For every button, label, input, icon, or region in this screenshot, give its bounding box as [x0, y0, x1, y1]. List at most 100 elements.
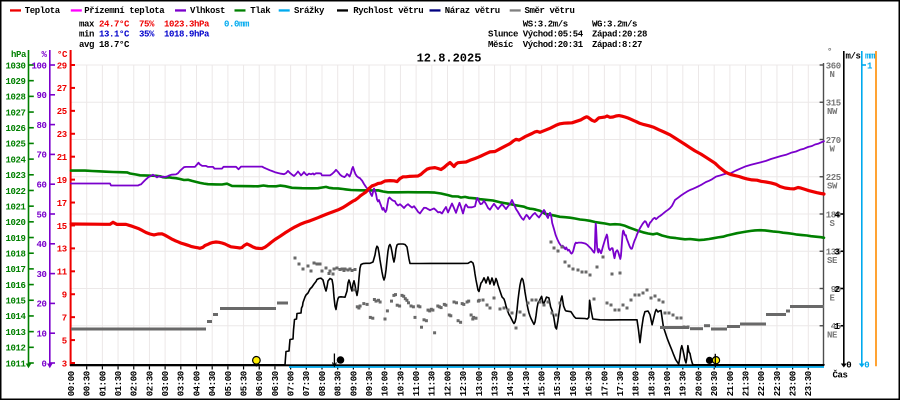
svg-text:60: 60 [36, 181, 46, 191]
svg-text:Východ:05:54: Východ:05:54 [523, 30, 584, 40]
svg-text:01:30: 01:30 [114, 371, 124, 396]
svg-text:1018: 1018 [5, 250, 25, 260]
svg-text:180: 180 [826, 210, 841, 220]
svg-text:°: ° [827, 47, 832, 57]
svg-text:18:30: 18:30 [647, 371, 657, 396]
svg-text:Západ:20:28: Západ:20:28 [592, 30, 647, 40]
svg-text:NW: NW [827, 107, 838, 117]
svg-text:14:00: 14:00 [506, 371, 516, 396]
svg-text:21:00: 21:00 [726, 371, 736, 396]
svg-text:WG:3.2m/s: WG:3.2m/s [592, 19, 637, 29]
svg-text:mm: mm [865, 52, 876, 62]
svg-text:15:30: 15:30 [553, 371, 563, 396]
svg-text:N: N [829, 70, 834, 80]
svg-text:01:00: 01:00 [98, 371, 108, 396]
svg-text:19: 19 [57, 176, 67, 186]
svg-text:Srážky: Srážky [294, 6, 325, 16]
svg-text:17:00: 17:00 [600, 371, 610, 396]
svg-text:14:30: 14:30 [522, 371, 532, 396]
svg-text:07:00: 07:00 [287, 371, 297, 396]
svg-text:29: 29 [57, 61, 67, 71]
svg-text:2: 2 [834, 285, 839, 295]
svg-text:9: 9 [62, 291, 67, 301]
svg-text:225: 225 [826, 173, 841, 183]
svg-text:1019: 1019 [5, 234, 25, 244]
svg-text:00:30: 00:30 [83, 371, 93, 396]
svg-text:12.8.2025: 12.8.2025 [417, 52, 482, 66]
svg-text:270: 270 [826, 136, 841, 146]
svg-text:27: 27 [57, 84, 67, 94]
svg-text:E: E [829, 293, 835, 303]
svg-text:135: 135 [826, 248, 841, 258]
svg-text:1018.9hPa: 1018.9hPa [164, 30, 210, 40]
svg-text:1028: 1028 [5, 93, 25, 103]
svg-text:30: 30 [36, 270, 46, 280]
svg-text:1026: 1026 [5, 124, 25, 134]
svg-text:16:00: 16:00 [569, 371, 579, 396]
svg-text:23:00: 23:00 [789, 371, 799, 396]
svg-text:50: 50 [36, 210, 46, 220]
svg-text:Přízemní teplota: Přízemní teplota [84, 6, 165, 16]
svg-text:08:00: 08:00 [318, 371, 328, 396]
svg-text:Měsíc: Měsíc [488, 40, 513, 50]
svg-text:Čas: Čas [833, 370, 848, 381]
svg-text:1022: 1022 [5, 187, 25, 197]
svg-text:315: 315 [826, 99, 841, 109]
svg-text:03:30: 03:30 [177, 371, 187, 396]
svg-text:80: 80 [36, 121, 46, 131]
svg-text:100: 100 [31, 61, 46, 71]
svg-text:0: 0 [864, 361, 869, 371]
svg-text:10: 10 [36, 330, 46, 340]
svg-text:1: 1 [834, 322, 840, 332]
svg-text:Tlak: Tlak [250, 6, 271, 16]
svg-text:15: 15 [57, 222, 67, 232]
svg-text:7: 7 [62, 313, 67, 323]
svg-text:0.0mm: 0.0mm [224, 19, 250, 29]
svg-text:18.7°C: 18.7°C [99, 40, 130, 50]
svg-text:1021: 1021 [5, 202, 26, 212]
svg-text:25: 25 [57, 107, 67, 117]
svg-text:10:00: 10:00 [381, 371, 391, 396]
svg-text:23: 23 [57, 130, 67, 140]
svg-text:1017: 1017 [5, 265, 25, 275]
svg-text:06:00: 06:00 [255, 371, 265, 396]
svg-text:5: 5 [62, 336, 67, 346]
svg-text:1023.3hPa: 1023.3hPa [164, 19, 210, 29]
svg-text:max: max [79, 19, 95, 29]
svg-text:23:30: 23:30 [804, 371, 814, 396]
svg-text:SE: SE [827, 256, 838, 266]
svg-text:12:30: 12:30 [459, 371, 469, 396]
svg-text:75%: 75% [139, 19, 155, 29]
svg-text:02:00: 02:00 [130, 371, 140, 396]
svg-text:20:00: 20:00 [694, 371, 704, 396]
svg-text:21: 21 [57, 153, 68, 163]
svg-text:21:30: 21:30 [741, 371, 751, 396]
svg-text:17: 17 [57, 199, 67, 209]
svg-text:Východ:20:31: Východ:20:31 [523, 40, 584, 50]
svg-text:1014: 1014 [5, 312, 26, 322]
svg-text:min: min [79, 30, 94, 40]
svg-text:Směr větru: Směr větru [525, 6, 575, 16]
svg-text:3: 3 [62, 359, 67, 369]
svg-text:40: 40 [36, 240, 46, 250]
svg-text:1027: 1027 [5, 108, 25, 118]
svg-text:06:30: 06:30 [271, 371, 281, 396]
svg-text:Teplota: Teplota [25, 6, 61, 16]
svg-text:18:00: 18:00 [632, 371, 642, 396]
svg-text:1025: 1025 [5, 140, 25, 150]
svg-text:13:30: 13:30 [490, 371, 500, 396]
svg-text:35%: 35% [139, 30, 155, 40]
svg-text:Slunce: Slunce [488, 30, 518, 40]
svg-text:70: 70 [36, 151, 46, 161]
svg-text:1016: 1016 [5, 281, 25, 291]
svg-text:05:00: 05:00 [224, 371, 234, 396]
svg-text:04:30: 04:30 [208, 371, 218, 396]
svg-text:0: 0 [41, 359, 46, 369]
svg-text:°C: °C [57, 50, 68, 60]
svg-text:SW: SW [827, 182, 838, 192]
svg-text:13: 13 [57, 245, 67, 255]
svg-text:05:30: 05:30 [239, 371, 249, 396]
svg-text:90: 90 [831, 285, 841, 295]
svg-text:Náraz větru: Náraz větru [445, 6, 500, 16]
svg-text:04:00: 04:00 [192, 371, 202, 396]
